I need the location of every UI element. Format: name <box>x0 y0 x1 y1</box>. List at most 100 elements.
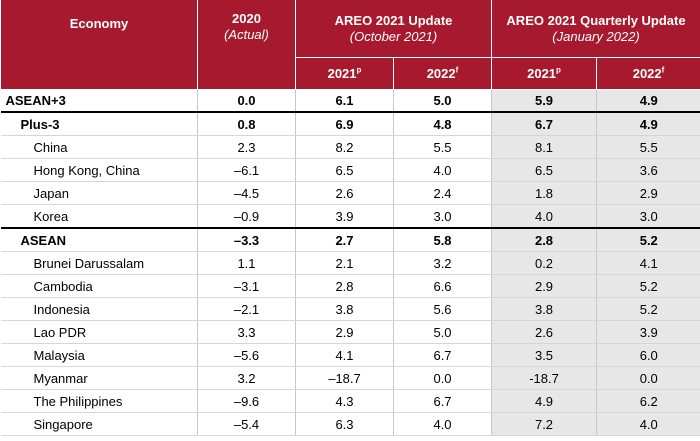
value-cell: 3.9 <box>596 320 700 344</box>
table-row: The Philippines –9.6 4.3 6.7 4.9 6.2 <box>0 389 700 413</box>
value-cell: –6.1 <box>197 158 296 182</box>
value-cell: 6.0 <box>596 343 700 367</box>
areo-october-date: (October 2021) <box>349 28 438 44</box>
table-row: Singapore –5.4 6.3 4.0 7.2 4.0 <box>0 412 700 436</box>
value-cell: 2.4 <box>393 181 493 205</box>
economy-name: Hong Kong, China <box>0 158 198 182</box>
value-cell: 6.9 <box>295 112 394 136</box>
economy-name: Brunei Darussalam <box>0 251 198 275</box>
value-cell: –18.7 <box>295 366 394 390</box>
value-cell: 2.1 <box>295 251 394 275</box>
value-cell: 4.9 <box>596 89 700 113</box>
value-cell: 6.5 <box>491 158 598 182</box>
value-cell: 3.0 <box>596 204 700 229</box>
value-cell: 4.8 <box>393 112 493 136</box>
value-cell: 5.9 <box>491 89 598 113</box>
table-row: Plus-3 0.8 6.9 4.8 6.7 4.9 <box>0 112 700 136</box>
value-cell: 3.8 <box>295 297 394 321</box>
value-cell: –5.6 <box>197 343 296 367</box>
value-cell: 1.8 <box>491 181 598 205</box>
value-cell: –0.9 <box>197 204 296 229</box>
table-row: ASEAN –3.3 2.7 5.8 2.8 5.2 <box>0 227 700 252</box>
value-cell: –2.1 <box>197 297 296 321</box>
value-cell: 5.8 <box>393 227 493 252</box>
table-row: Lao PDR 3.3 2.9 5.0 2.6 3.9 <box>0 320 700 344</box>
economy-name: Lao PDR <box>0 320 198 344</box>
table-row: Hong Kong, China –6.1 6.5 4.0 6.5 3.6 <box>0 158 700 182</box>
value-cell: 5.0 <box>393 320 493 344</box>
areo-october-title: AREO 2021 Update <box>334 12 453 28</box>
col-2022f-jan: 2022f <box>596 57 700 90</box>
value-cell: 4.1 <box>295 343 394 367</box>
value-cell: 5.6 <box>393 297 493 321</box>
value-cell: –3.3 <box>197 227 296 252</box>
economy-name: China <box>0 135 198 159</box>
value-cell: 2.9 <box>491 274 598 298</box>
col-2022f-oct: 2022f <box>392 57 493 90</box>
value-cell: 5.5 <box>393 135 493 159</box>
value-cell: 2.6 <box>295 181 394 205</box>
economy-name: ASEAN+3 <box>0 89 198 113</box>
value-cell: –9.6 <box>197 389 296 413</box>
value-cell: 0.8 <box>197 112 296 136</box>
value-cell: 3.0 <box>393 204 493 229</box>
value-cell: 0.0 <box>197 89 296 113</box>
value-cell: 3.8 <box>491 297 598 321</box>
value-cell: 4.0 <box>393 412 493 436</box>
value-cell: 5.2 <box>596 297 700 321</box>
value-cell: 6.5 <box>295 158 394 182</box>
value-cell: -18.7 <box>491 366 598 390</box>
value-cell: 4.1 <box>596 251 700 275</box>
table-row: ASEAN+3 0.0 6.1 5.0 5.9 4.9 <box>0 89 700 113</box>
value-cell: 0.2 <box>491 251 598 275</box>
value-cell: 6.3 <box>295 412 394 436</box>
value-cell: 3.9 <box>295 204 394 229</box>
value-cell: 4.3 <box>295 389 394 413</box>
table-row: Malaysia –5.6 4.1 6.7 3.5 6.0 <box>0 343 700 367</box>
value-cell: 5.2 <box>596 227 700 252</box>
value-cell: 4.9 <box>491 389 598 413</box>
value-cell: 5.5 <box>596 135 700 159</box>
value-cell: 3.2 <box>393 251 493 275</box>
areo-january-header: AREO 2021 Quarterly Update (January 2022… <box>491 0 700 58</box>
economy-name: Japan <box>0 181 198 205</box>
value-cell: 6.7 <box>393 343 493 367</box>
actual-2020-header: 2020 (Actual) <box>197 0 296 90</box>
value-cell: –4.5 <box>197 181 296 205</box>
value-cell: 2.9 <box>295 320 394 344</box>
value-cell: 3.2 <box>197 366 296 390</box>
table-row: Japan –4.5 2.6 2.4 1.8 2.9 <box>0 181 700 205</box>
economy-name: Myanmar <box>0 366 198 390</box>
value-cell: 6.7 <box>491 112 598 136</box>
value-cell: 3.3 <box>197 320 296 344</box>
economy-name: The Philippines <box>0 389 198 413</box>
table-row: Indonesia –2.1 3.8 5.6 3.8 5.2 <box>0 297 700 321</box>
value-cell: 4.0 <box>596 412 700 436</box>
value-cell: 2.8 <box>295 274 394 298</box>
value-cell: 8.2 <box>295 135 394 159</box>
value-cell: 2.6 <box>491 320 598 344</box>
economy-name: Plus-3 <box>0 112 198 136</box>
economy-header: Economy <box>0 0 198 90</box>
areo-january-title: AREO 2021 Quarterly Update <box>506 12 686 28</box>
col-2021p-oct: 2021p <box>295 57 394 90</box>
value-cell: 0.0 <box>393 366 493 390</box>
value-cell: 2.7 <box>295 227 394 252</box>
value-cell: 5.0 <box>393 89 493 113</box>
economy-name: Cambodia <box>0 274 198 298</box>
col-2021p-jan: 2021p <box>491 57 598 90</box>
table-row: China 2.3 8.2 5.5 8.1 5.5 <box>0 135 700 159</box>
value-cell: 4.0 <box>393 158 493 182</box>
value-cell: 3.6 <box>596 158 700 182</box>
value-cell: 6.6 <box>393 274 493 298</box>
areo-january-date: (January 2022) <box>552 28 640 44</box>
table-row: Brunei Darussalam 1.1 2.1 3.2 0.2 4.1 <box>0 251 700 275</box>
value-cell: 8.1 <box>491 135 598 159</box>
economy-name: Singapore <box>0 412 198 436</box>
value-cell: 3.5 <box>491 343 598 367</box>
value-cell: 2.9 <box>596 181 700 205</box>
value-cell: –3.1 <box>197 274 296 298</box>
value-cell: 4.9 <box>596 112 700 136</box>
value-cell: 5.2 <box>596 274 700 298</box>
economy-name: Malaysia <box>0 343 198 367</box>
